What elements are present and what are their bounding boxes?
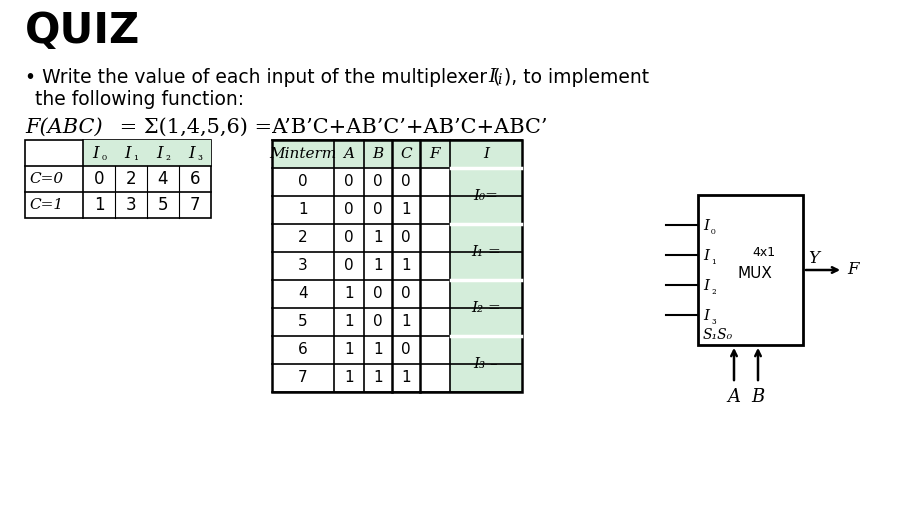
Bar bbox=[449, 140, 521, 392]
Text: A: A bbox=[727, 388, 740, 406]
Text: C=0: C=0 bbox=[29, 172, 63, 186]
Text: ₃: ₃ bbox=[710, 313, 715, 326]
Text: • Write the value of each input of the multiplexer (: • Write the value of each input of the m… bbox=[25, 68, 500, 87]
Text: 1: 1 bbox=[373, 258, 382, 274]
Text: 0: 0 bbox=[373, 286, 382, 301]
Text: A: A bbox=[343, 147, 354, 161]
Text: 0: 0 bbox=[401, 286, 411, 301]
Text: I₀=: I₀= bbox=[473, 189, 498, 203]
Text: 0: 0 bbox=[344, 231, 354, 246]
Text: 1: 1 bbox=[344, 342, 354, 357]
Text: i: i bbox=[496, 73, 501, 87]
Text: F(ABC): F(ABC) bbox=[25, 118, 103, 137]
Text: 0: 0 bbox=[344, 258, 354, 274]
Text: F: F bbox=[429, 147, 440, 161]
Text: 1: 1 bbox=[344, 370, 354, 385]
Text: I₃ –: I₃ – bbox=[473, 357, 498, 371]
Text: 4: 4 bbox=[298, 286, 308, 301]
Text: MUX: MUX bbox=[737, 266, 772, 281]
Text: C=1: C=1 bbox=[29, 198, 63, 212]
Text: 0: 0 bbox=[401, 175, 411, 190]
Text: 3: 3 bbox=[126, 196, 136, 214]
Text: I: I bbox=[156, 145, 164, 162]
Text: ₂: ₂ bbox=[710, 283, 715, 296]
Text: 1: 1 bbox=[344, 286, 354, 301]
Text: I: I bbox=[188, 145, 195, 162]
Text: 0: 0 bbox=[373, 175, 382, 190]
Bar bbox=[272, 140, 521, 392]
Bar bbox=[272, 140, 521, 392]
Text: 0: 0 bbox=[344, 203, 354, 218]
Text: ₂: ₂ bbox=[165, 151, 170, 164]
Text: 0: 0 bbox=[94, 170, 104, 188]
Text: 0: 0 bbox=[344, 175, 354, 190]
Text: 0: 0 bbox=[298, 175, 308, 190]
Text: I: I bbox=[125, 145, 131, 162]
Text: I: I bbox=[702, 219, 709, 233]
Text: S₁S₀: S₁S₀ bbox=[702, 328, 732, 342]
Text: 1: 1 bbox=[401, 258, 411, 274]
Text: I: I bbox=[482, 147, 489, 161]
Text: Minterm: Minterm bbox=[269, 147, 336, 161]
Text: QUIZ: QUIZ bbox=[25, 10, 140, 52]
Text: 1: 1 bbox=[373, 231, 382, 246]
Text: 0: 0 bbox=[373, 203, 382, 218]
Text: 0: 0 bbox=[401, 342, 411, 357]
Text: I₂ =: I₂ = bbox=[471, 301, 500, 315]
Text: ₁: ₁ bbox=[133, 151, 139, 164]
Text: B: B bbox=[751, 388, 764, 406]
Text: 2: 2 bbox=[126, 170, 136, 188]
Text: 4: 4 bbox=[157, 170, 168, 188]
Text: I: I bbox=[702, 249, 709, 263]
Text: 1: 1 bbox=[373, 370, 382, 385]
Text: ₀: ₀ bbox=[101, 151, 107, 164]
Text: I: I bbox=[93, 145, 99, 162]
Text: 1: 1 bbox=[401, 370, 411, 385]
Text: 0: 0 bbox=[373, 314, 382, 329]
Text: = Σ(1,4,5,6) =A’B’C+AB’C’+AB’C+ABC’: = Σ(1,4,5,6) =A’B’C+AB’C’+AB’C+ABC’ bbox=[113, 118, 547, 137]
Text: 3: 3 bbox=[298, 258, 308, 274]
Text: 1: 1 bbox=[401, 314, 411, 329]
Text: C: C bbox=[400, 147, 412, 161]
Text: ₁: ₁ bbox=[710, 253, 715, 266]
Text: ₃: ₃ bbox=[198, 151, 202, 164]
Text: 6: 6 bbox=[298, 342, 308, 357]
Text: I: I bbox=[702, 309, 709, 323]
Text: 6: 6 bbox=[189, 170, 200, 188]
Text: F: F bbox=[846, 262, 857, 279]
Bar bbox=[25, 140, 210, 218]
Text: 7: 7 bbox=[298, 370, 308, 385]
Text: 1: 1 bbox=[373, 342, 382, 357]
Text: ₀: ₀ bbox=[710, 223, 715, 237]
Text: B: B bbox=[372, 147, 383, 161]
Text: 1: 1 bbox=[344, 314, 354, 329]
Text: 2: 2 bbox=[298, 231, 308, 246]
Text: 5: 5 bbox=[298, 314, 308, 329]
Text: Y: Y bbox=[807, 250, 818, 267]
Bar bbox=[272, 140, 521, 168]
Text: the following function:: the following function: bbox=[35, 90, 244, 109]
Text: 1: 1 bbox=[94, 196, 104, 214]
Bar bbox=[698, 195, 802, 345]
Bar bbox=[83, 140, 210, 166]
Text: I: I bbox=[487, 68, 494, 86]
Text: ), to implement: ), to implement bbox=[504, 68, 649, 87]
Text: 4x1: 4x1 bbox=[752, 246, 775, 258]
Text: 1: 1 bbox=[401, 203, 411, 218]
Text: I₁ =: I₁ = bbox=[471, 245, 500, 259]
Text: I: I bbox=[702, 279, 709, 293]
Text: 5: 5 bbox=[157, 196, 168, 214]
Text: 0: 0 bbox=[401, 231, 411, 246]
Text: 7: 7 bbox=[189, 196, 200, 214]
Text: 1: 1 bbox=[298, 203, 308, 218]
